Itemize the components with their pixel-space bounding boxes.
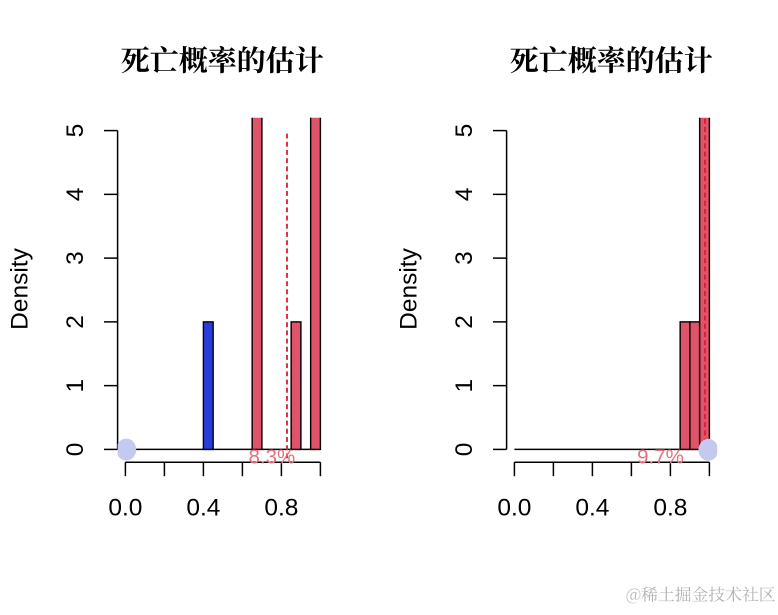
svg-text:0.0: 0.0 — [108, 494, 142, 521]
svg-text:2: 2 — [451, 315, 478, 329]
svg-text:0.4: 0.4 — [575, 494, 609, 521]
svg-text:0: 0 — [451, 443, 478, 457]
svg-text:3: 3 — [451, 251, 478, 265]
svg-text:1: 1 — [451, 379, 478, 393]
svg-text:2: 2 — [62, 315, 89, 329]
svg-text:0: 0 — [62, 443, 89, 457]
svg-text:5: 5 — [62, 124, 89, 138]
svg-text:0.4: 0.4 — [186, 494, 220, 521]
svg-text:8.3%: 8.3% — [249, 446, 296, 469]
svg-text:4: 4 — [62, 188, 89, 202]
svg-text:Density: Density — [7, 247, 34, 329]
svg-text:1: 1 — [62, 379, 89, 393]
svg-text:0.8: 0.8 — [264, 494, 298, 521]
svg-text:0.8: 0.8 — [653, 494, 687, 521]
svg-text:9.7%: 9.7% — [637, 446, 684, 469]
svg-text:4: 4 — [451, 188, 478, 202]
svg-text:Density: Density — [396, 247, 423, 329]
svg-text:5: 5 — [451, 124, 478, 138]
svg-text:3: 3 — [62, 251, 89, 265]
svg-text:0.0: 0.0 — [497, 494, 531, 521]
